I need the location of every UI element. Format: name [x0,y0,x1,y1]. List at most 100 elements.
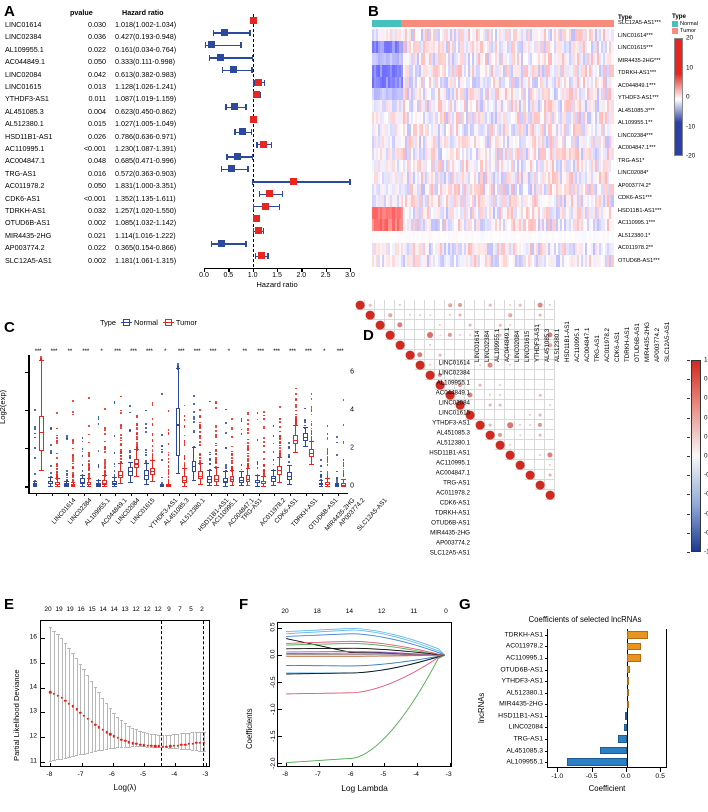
corrplot-color-tickmark [687,456,690,457]
heatmap-cell [460,254,463,267]
boxplot-outlier [278,447,281,449]
forest-pvalue-cell: 0.013 [88,82,106,91]
boxplot-outlier [294,421,297,423]
heatmap-cell [453,183,456,196]
boxplot-outlier [104,429,106,431]
heatmap-cell [400,124,403,137]
heatmap-cell [529,100,532,113]
heatmap-cell [548,159,551,172]
corrplot-dot [548,463,552,467]
heatmap-cell [496,124,499,137]
heatmap-cell [550,231,553,244]
boxplot-outlier [161,434,163,437]
heatmap-cell [597,64,600,77]
heatmap-cell [576,124,579,137]
panel-c-boxplot: C Type Normal Tumor Log2(exp) LINC01614 L… [0,300,389,600]
heatmap-cell [398,112,401,125]
heatmap-cell [543,254,546,267]
heatmap-cell [447,40,450,53]
boxplot-outlier [272,442,275,445]
heatmap-cell [372,159,375,172]
heatmap-row [372,124,614,137]
boxplot-outlier [326,476,329,478]
heatmap-cell [568,243,571,255]
cv-data-point [138,743,142,746]
heatmap-cell [591,159,594,172]
heatmap-cell [601,76,604,89]
corrplot-cell [545,320,555,330]
corrplot-dot [508,313,512,317]
heatmap-cell [525,183,528,196]
heatmap-cell [580,183,583,196]
heatmap-cell [410,112,413,125]
boxplot-whisker-cap [191,479,197,481]
heatmap-cell [517,243,520,255]
heatmap-cell [511,231,514,244]
boxplot-outlier [326,476,329,479]
heatmap-cell [552,195,555,208]
heatmap-cell [380,124,383,137]
cv-error-cap [138,746,142,748]
cv-error-cap [104,748,109,750]
boxplot-outlier [167,451,170,454]
forest-hr-cell: 1.027(1.005-1.049) [115,119,177,129]
heatmap-cell [554,112,557,125]
corrplot-cell [495,370,505,380]
heatmap-cell [431,136,434,148]
boxplot-outlier [183,468,186,470]
heatmap-cell [441,52,444,65]
heatmap-cell [414,183,418,196]
cv-error-cap [67,756,71,758]
heatmap-cell [507,52,510,65]
heatmap-cell [431,243,434,255]
boxplot-outlier [151,440,154,442]
heatmap-cell [386,171,389,184]
boxplot-box [32,355,38,493]
heatmap-cell [414,88,418,101]
heatmap-cell [398,40,401,53]
corrplot-dot [479,344,481,346]
heatmap-cell [451,159,454,172]
panel-a-forest-plot: A pvalue Hazard ratio LINC01614 0.030 1.01… [0,0,360,300]
heatmap-cell [513,243,516,255]
boxplot-outlier [215,442,217,445]
heatmap-cell [527,243,530,255]
cv-error-cap [93,751,97,752]
heatmap-cell [492,219,495,232]
heatmap-cell [490,254,493,267]
heatmap-cell [376,29,379,41]
boxplot-outlier [161,448,163,451]
heatmap-cell [599,231,602,244]
heatmap-cell [445,183,448,196]
heatmap-cell [574,76,577,89]
boxplot-outlier [199,426,202,428]
heatmap-cell [535,112,538,125]
boxplot-outlier [294,415,297,418]
forest-ci-cap [245,104,247,111]
corrplot-cell [495,350,505,360]
legend-label-tumor: Tumor [680,28,696,34]
heatmap-cell [384,147,387,160]
corrplot-dot [505,450,515,460]
heatmap-cell [394,219,397,232]
boxplot-outlier [320,476,322,479]
heatmap-cell [523,40,526,53]
lasso-y-tick [278,708,282,710]
heatmap-cell [488,243,491,255]
heatmap-cell [578,76,581,89]
heatmap-cell [484,76,487,89]
heatmap-cell [392,52,395,65]
heatmap-cell [523,195,526,208]
boxplot-outlier [342,467,345,470]
corrplot-dot [489,344,491,346]
corrplot-cell [435,350,445,360]
heatmap-cell [550,207,553,220]
coefbar-row-tick [545,727,548,729]
heatmap-cell [568,183,571,196]
heatmap-cell [584,159,587,172]
heatmap-cell [390,88,393,101]
heatmap-cell [470,159,473,172]
heatmap-cell [533,159,536,172]
heatmap-cell [384,183,387,196]
coefbar-bar [617,735,627,743]
